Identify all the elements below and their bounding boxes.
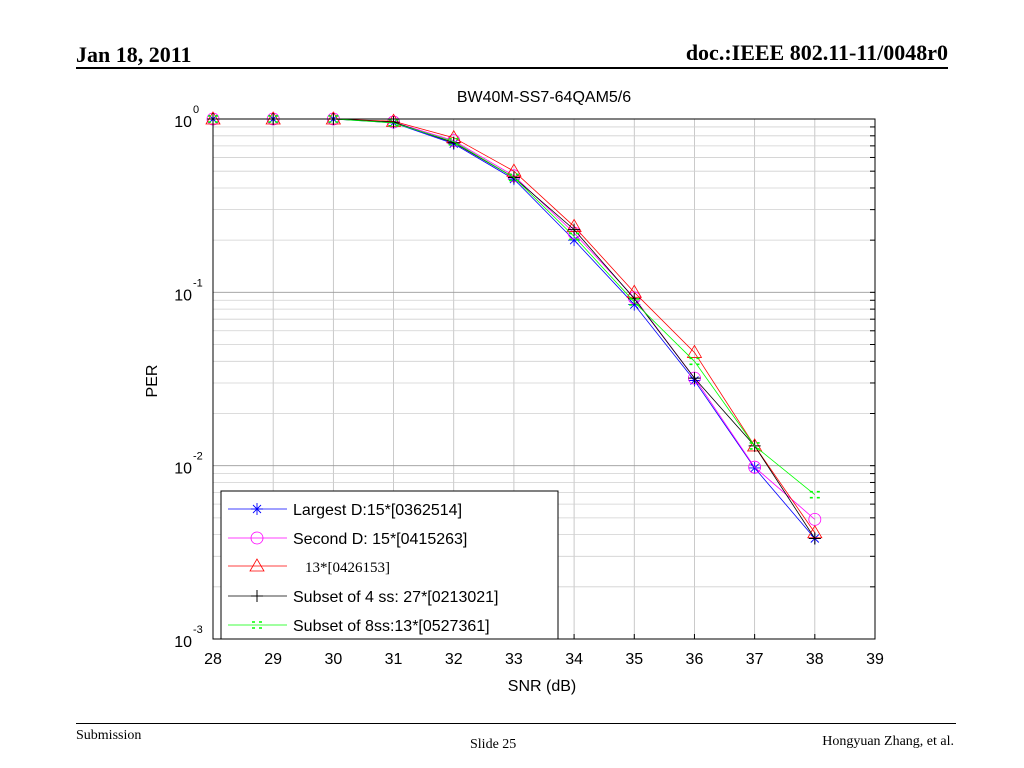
legend-label: Second D: 15*[0415263] [293, 531, 467, 548]
data-point [689, 357, 700, 366]
data-point [688, 372, 701, 385]
data-point [447, 136, 460, 149]
legend-label: Largest D:15*[0362514] [293, 502, 462, 519]
footer-rule [76, 723, 956, 724]
y-axis-label: PER [144, 365, 161, 398]
legend-marker [249, 558, 265, 572]
data-point [568, 234, 581, 247]
legend-box [220, 490, 559, 640]
data-point [749, 442, 760, 450]
header-rule [76, 67, 948, 69]
x-tick-labels: 28 29 30 31 32 33 34 35 36 37 38 39 [204, 634, 884, 668]
x-tick-label: 33 [505, 651, 523, 668]
y-tick-label: 10 [174, 287, 192, 304]
x-tick-label: 32 [445, 651, 463, 668]
footer-submission: Submission [76, 728, 142, 743]
x-tick-label: 37 [746, 651, 764, 668]
footer-slide-number: Slide 25 [470, 737, 517, 752]
y-tick-exponent: -3 [193, 624, 203, 636]
x-tick-label: 31 [385, 651, 403, 668]
y-tick-label: 10 [174, 461, 192, 478]
y-tick-exponent: 0 [193, 104, 199, 116]
data-point [387, 116, 400, 129]
data-point [629, 298, 640, 306]
header-date: Jan 18, 2011 [76, 42, 192, 67]
data-point [508, 173, 519, 182]
data-point [328, 115, 339, 123]
data-point [809, 490, 820, 499]
y-tick-label: 10 [174, 114, 192, 131]
x-tick-label: 30 [324, 651, 342, 668]
data-point [208, 115, 218, 123]
data-point [686, 344, 703, 358]
x-tick-label: 28 [204, 651, 222, 668]
x-tick-label: 36 [686, 651, 704, 668]
data-point [748, 460, 762, 474]
data-point [388, 119, 399, 127]
chart-title: BW40M-SS7-64QAM5/6 [457, 89, 631, 106]
x-tick-label: 39 [866, 651, 884, 668]
legend-marker [251, 503, 263, 515]
x-tick-label: 35 [625, 651, 643, 668]
legend-marker [252, 621, 262, 629]
y-tick-exponent: -1 [193, 277, 203, 289]
footer-authors: Hongyuan Zhang, et al. [822, 734, 954, 749]
data-point [568, 223, 581, 236]
legend-label: Subset of 4 ss: 27*[0213021] [293, 589, 498, 606]
x-axis-label: SNR (dB) [508, 678, 576, 695]
data-point [448, 137, 459, 146]
legend-marker [250, 531, 264, 545]
header-doc-id: doc.:IEEE 802.11-11/0048r0 [685, 40, 948, 65]
data-point [268, 115, 279, 123]
legend: Largest D:15*[0362514] Second D: 15*[0415… [220, 490, 559, 640]
y-tick-exponent: -2 [193, 451, 203, 463]
data-point [808, 532, 821, 545]
x-tick-label: 38 [806, 651, 824, 668]
legend-marker [251, 590, 263, 602]
legend-label: 13*[0426153] [305, 560, 390, 576]
y-tick-label: 10 [174, 634, 192, 651]
x-tick-label: 34 [565, 651, 583, 668]
x-tick-label: 29 [264, 651, 282, 668]
legend-label: Subset of 8ss:13*[0527361] [293, 618, 490, 635]
data-point [748, 461, 761, 474]
data-point [569, 232, 580, 241]
